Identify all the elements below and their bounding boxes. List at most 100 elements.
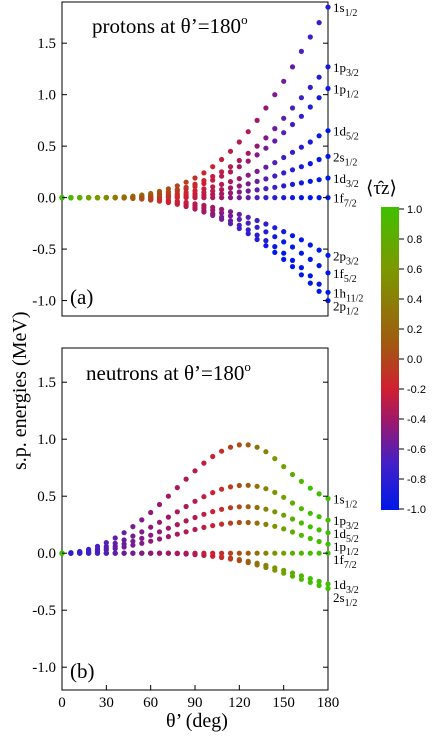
data-point xyxy=(263,186,269,192)
data-point xyxy=(227,190,234,196)
data-point xyxy=(219,156,225,163)
data-point xyxy=(219,191,225,197)
data-point xyxy=(139,196,145,202)
data-point xyxy=(272,550,278,556)
data-point xyxy=(183,518,189,524)
data-point xyxy=(183,195,189,201)
data-point xyxy=(281,154,287,161)
level-label: 1d5/2 xyxy=(333,124,359,143)
data-point xyxy=(298,250,304,256)
data-point xyxy=(263,506,269,512)
data-point xyxy=(307,139,313,145)
data-point xyxy=(227,484,234,490)
data-point xyxy=(298,532,304,538)
data-point xyxy=(130,533,136,539)
data-point xyxy=(219,187,225,193)
data-point xyxy=(121,544,127,550)
x-tick-label: 60 xyxy=(143,695,158,711)
data-point xyxy=(183,179,189,185)
data-point xyxy=(68,550,74,556)
colorbar-tick-label: 0.0 xyxy=(407,354,422,366)
data-point xyxy=(263,221,269,227)
data-point xyxy=(254,168,260,174)
data-point xyxy=(236,195,242,201)
y-tick-label: -1.0 xyxy=(32,660,56,676)
colorbar-tick-label: -0.2 xyxy=(407,384,426,396)
level-label: 2s1/2 xyxy=(333,149,357,168)
data-point xyxy=(245,158,251,164)
data-point xyxy=(254,232,260,238)
level-label: 2p3/2 xyxy=(333,248,359,267)
colorbar-tick-label: -1.0 xyxy=(407,504,426,516)
colorbar-tick-label: 0.8 xyxy=(407,234,422,246)
data-point xyxy=(254,550,260,556)
data-point xyxy=(263,195,269,201)
data-point xyxy=(272,489,278,495)
data-point xyxy=(245,519,251,526)
data-point xyxy=(156,501,163,508)
data-point xyxy=(219,448,225,454)
series-2s-1-2 xyxy=(59,550,331,592)
data-point xyxy=(316,578,322,585)
data-point xyxy=(289,550,296,556)
data-point xyxy=(245,560,251,566)
x-tick-label: 90 xyxy=(188,695,203,711)
colorbar-tick-label: -0.6 xyxy=(407,444,426,456)
data-point xyxy=(289,257,296,263)
colorbar-tick-label: 1.0 xyxy=(407,204,422,216)
data-point xyxy=(289,573,296,579)
data-point xyxy=(210,453,216,460)
data-point xyxy=(298,265,304,271)
data-point xyxy=(263,486,269,492)
data-point xyxy=(281,512,287,518)
data-point xyxy=(201,170,207,176)
data-point xyxy=(183,529,189,535)
data-point xyxy=(263,105,269,111)
data-point xyxy=(245,504,251,510)
data-point xyxy=(316,263,322,269)
data-point xyxy=(289,121,296,128)
data-point xyxy=(139,550,145,556)
data-point xyxy=(210,195,216,201)
data-point xyxy=(219,550,225,556)
data-point xyxy=(272,173,278,179)
data-point xyxy=(236,550,242,556)
data-point xyxy=(281,256,287,262)
x-tick-label: 180 xyxy=(317,695,340,711)
data-point xyxy=(245,195,251,201)
colorbar-title: ⟨τ̂z⟩ xyxy=(366,178,397,199)
data-point xyxy=(148,197,154,203)
data-point xyxy=(316,247,322,253)
y-tick-label: 0.5 xyxy=(37,489,56,505)
data-point xyxy=(325,4,331,10)
data-point xyxy=(219,506,225,512)
data-point xyxy=(192,468,198,474)
data-point xyxy=(316,550,322,556)
y-tick-label: 1.5 xyxy=(37,375,56,391)
data-point xyxy=(130,542,136,548)
colorbar-tick-label: 0.4 xyxy=(407,294,422,306)
chart-marks-b xyxy=(59,442,331,592)
data-point xyxy=(263,145,269,151)
data-point xyxy=(174,550,180,557)
data-point xyxy=(254,178,260,184)
data-point xyxy=(316,582,322,589)
data-point xyxy=(298,506,304,512)
data-point xyxy=(307,256,313,262)
data-point xyxy=(236,189,242,195)
data-point xyxy=(156,536,163,542)
data-point xyxy=(272,225,278,231)
data-point xyxy=(165,199,171,206)
data-point xyxy=(281,239,287,245)
data-point xyxy=(245,150,251,156)
data-point xyxy=(245,181,251,187)
level-label: 2p1/2 xyxy=(333,298,359,317)
data-point xyxy=(165,493,171,499)
data-point xyxy=(236,164,242,170)
data-point xyxy=(219,521,225,527)
data-point xyxy=(254,520,260,526)
data-point xyxy=(298,48,304,55)
data-point xyxy=(201,511,207,517)
data-point xyxy=(174,183,180,189)
